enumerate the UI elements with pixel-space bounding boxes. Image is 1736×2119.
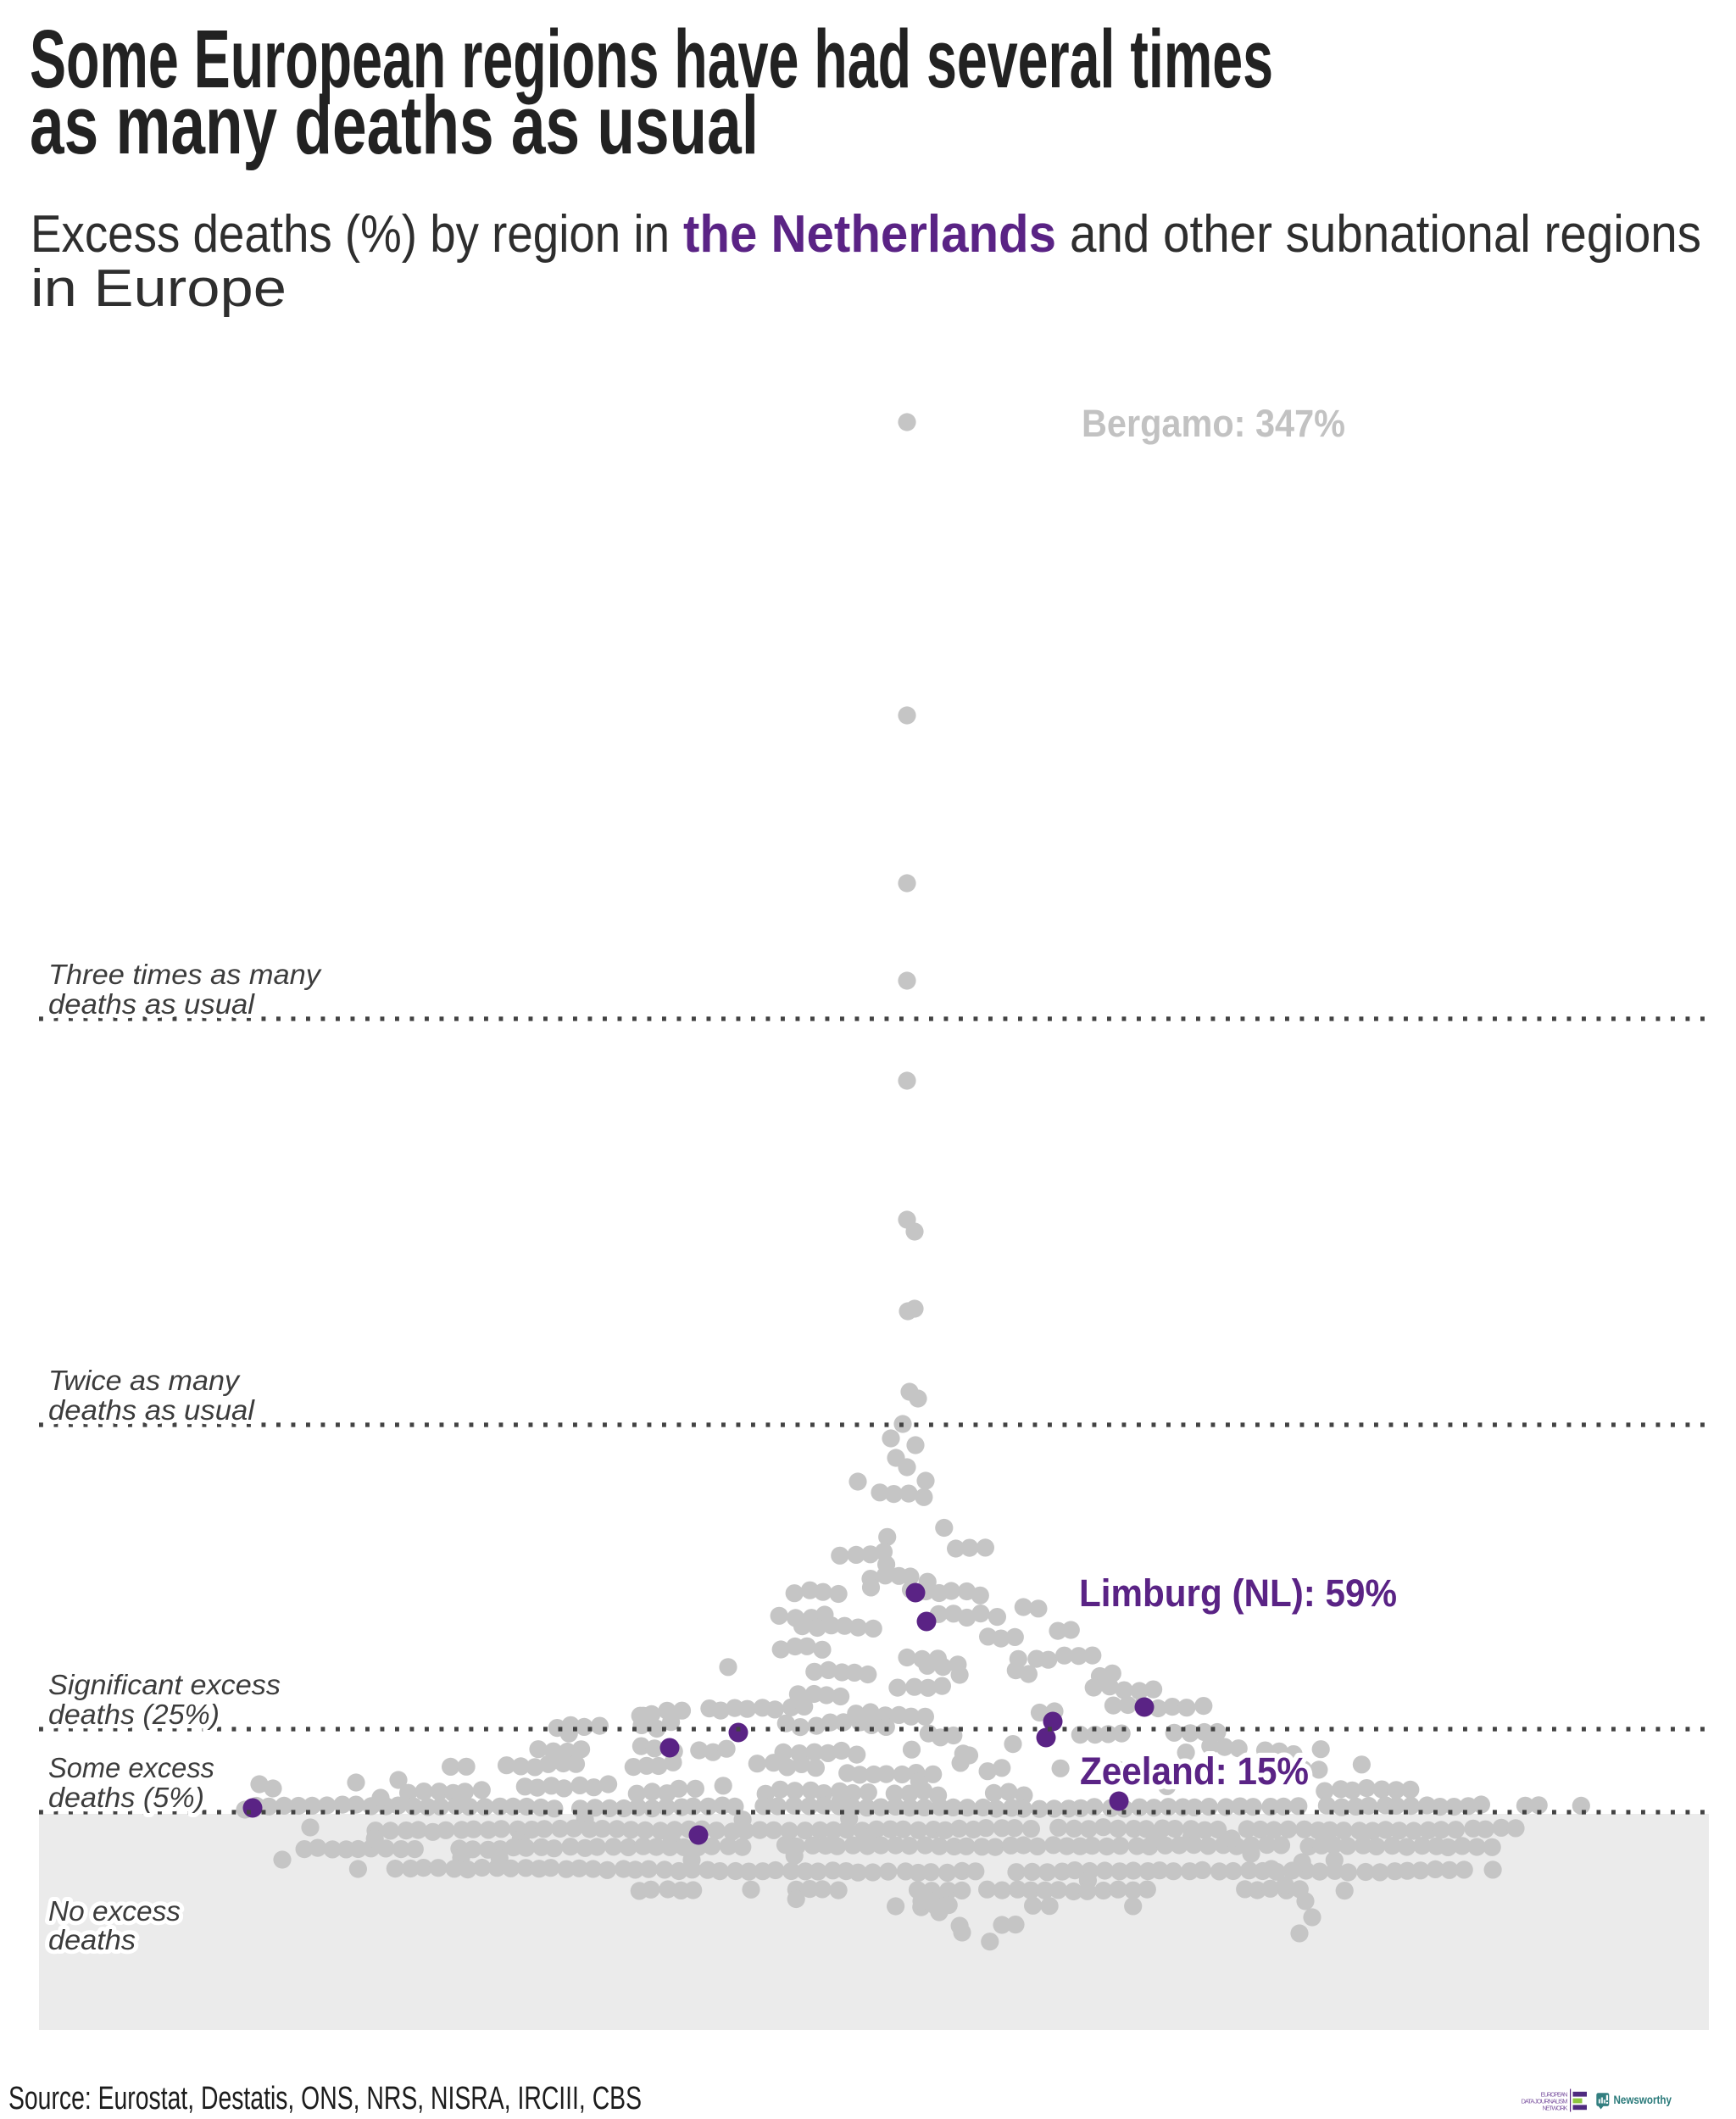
svg-text:DATA JOURNALISM: DATA JOURNALISM — [1522, 2098, 1568, 2105]
svg-text:deaths as usual: deaths as usual — [48, 1394, 256, 1426]
svg-text:Significant excess: Significant excess — [48, 1669, 281, 1700]
svg-text:deaths (25%): deaths (25%) — [48, 1699, 220, 1730]
svg-text:Some European regions have had: Some European regions have had several t… — [30, 13, 1273, 105]
svg-text:deaths: deaths — [48, 1924, 136, 1955]
svg-text:Some excess: Some excess — [48, 1752, 214, 1783]
svg-text:Bergamo: 347%: Bergamo: 347% — [1082, 402, 1345, 445]
svg-text:deaths as usual: deaths as usual — [48, 988, 256, 1020]
svg-text:Three times as many: Three times as many — [48, 959, 323, 990]
svg-text:EUROPEAN: EUROPEAN — [1541, 2091, 1568, 2099]
svg-text:Source: Eurostat, Destatis, ON: Source: Eurostat, Destatis, ONS, NRS, NI… — [8, 2081, 642, 2116]
svg-text:as many deaths as usual: as many deaths as usual — [30, 79, 759, 171]
svg-text:NETWORK: NETWORK — [1543, 2105, 1568, 2112]
svg-text:Limburg (NL): 59%: Limburg (NL): 59% — [1079, 1571, 1397, 1615]
svg-text:deaths (5%): deaths (5%) — [48, 1782, 204, 1813]
svg-text:Excess deaths (%) by region in: Excess deaths (%) by region in — [31, 205, 670, 264]
svg-text:Twice as many: Twice as many — [48, 1365, 242, 1396]
svg-text:the Netherlands: the Netherlands — [683, 205, 1056, 264]
svg-text:No excess: No excess — [48, 1895, 181, 1927]
svg-text:Newsworthy: Newsworthy — [1614, 2094, 1672, 2106]
svg-text:Zeeland: 15%: Zeeland: 15% — [1080, 1749, 1309, 1793]
svg-text:in Europe: in Europe — [31, 259, 287, 318]
svg-text:and other subnational regions: and other subnational regions — [1070, 205, 1701, 264]
